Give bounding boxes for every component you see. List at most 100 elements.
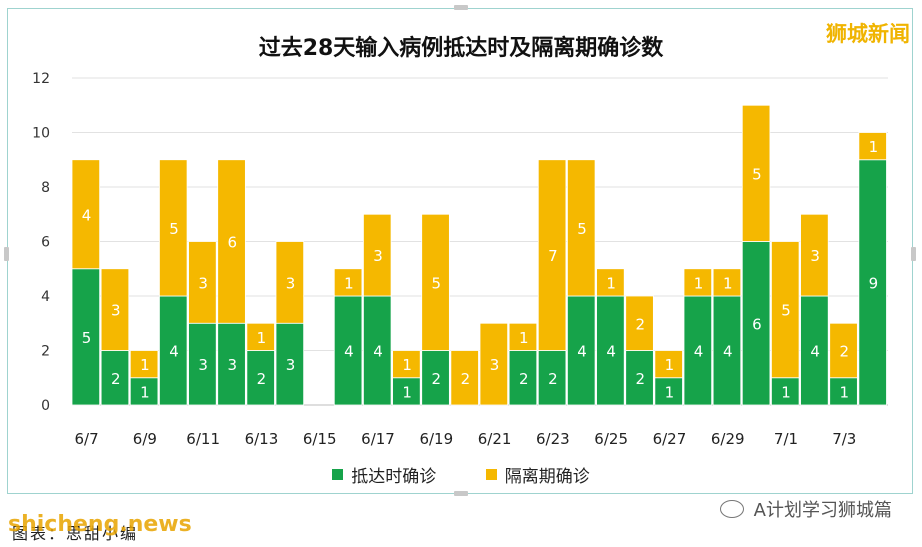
bar-quarantine — [363, 213, 392, 297]
data-label-quarantine: 1 — [694, 274, 704, 292]
y-tick-label: 10 — [32, 126, 50, 142]
data-label-quarantine: 1 — [869, 138, 879, 156]
resize-handle-top[interactable] — [454, 5, 468, 10]
data-label-arrival: 4 — [723, 343, 733, 361]
bar-arrival — [188, 322, 217, 406]
bar-quarantine — [71, 159, 101, 270]
x-tick-label: 7/1 — [774, 430, 798, 448]
resize-handle-left[interactable] — [4, 247, 9, 261]
bar-quarantine — [159, 159, 188, 297]
bar-arrival — [421, 350, 450, 406]
channel-name: A计划学习狮城篇 — [753, 500, 892, 521]
bar-quarantine — [596, 268, 625, 297]
bar-arrival — [829, 377, 858, 406]
data-label-quarantine: 1 — [519, 329, 529, 347]
bar-arrival — [217, 322, 246, 406]
bar-quarantine — [858, 132, 887, 161]
legend: 抵达时确诊 隔离期确诊 — [0, 462, 922, 487]
y-tick-label: 4 — [41, 289, 50, 305]
chart-title: 过去28天输入病例抵达时及隔离期确诊数 — [258, 36, 664, 61]
data-label-quarantine: 5 — [577, 220, 587, 238]
x-tick-label: 6/7 — [75, 430, 99, 448]
data-label-quarantine: 1 — [606, 274, 616, 292]
bar-quarantine — [771, 241, 800, 379]
data-label-quarantine: 3 — [286, 274, 296, 292]
data-label-quarantine: 2 — [636, 315, 646, 333]
data-label-arrival: 2 — [432, 370, 442, 388]
bar-quarantine — [421, 213, 450, 351]
x-tick-label: 6/25 — [594, 430, 628, 448]
resize-handle-right[interactable] — [911, 247, 916, 261]
channel-credit: A计划学习狮城篇 — [719, 496, 892, 522]
bar-arrival — [567, 295, 596, 406]
watermark: 狮城新闻 — [826, 22, 910, 46]
data-label-arrival: 2 — [548, 370, 558, 388]
data-label-arrival: 3 — [198, 356, 208, 374]
x-tick-label: 6/19 — [419, 430, 453, 448]
data-label-arrival: 1 — [665, 383, 675, 401]
data-label-quarantine: 2 — [840, 343, 850, 361]
y-tick-label: 8 — [41, 180, 50, 196]
bar-arrival — [654, 377, 683, 406]
bar-quarantine — [246, 322, 275, 351]
site-watermark: shicheng.news — [8, 512, 192, 537]
bar-arrival — [683, 295, 713, 406]
data-label-quarantine: 1 — [665, 356, 675, 374]
x-tick-label: 6/11 — [186, 430, 220, 448]
bar-arrival — [508, 350, 538, 406]
bar-quarantine — [479, 322, 509, 406]
data-label-quarantine: 3 — [810, 247, 820, 265]
data-label-quarantine: 4 — [82, 206, 92, 224]
x-tick-label: 6/21 — [478, 430, 512, 448]
data-label-arrival: 4 — [169, 343, 179, 361]
data-label-arrival: 6 — [752, 315, 762, 333]
bar-quarantine — [537, 159, 567, 351]
data-label-arrival: 2 — [519, 370, 529, 388]
data-label-quarantine: 2 — [461, 370, 471, 388]
bar-quarantine — [625, 295, 654, 351]
stacked-bar-chart: 0246810125423114533362133414311252321274… — [32, 71, 888, 448]
bar-arrival — [741, 241, 771, 406]
bar-quarantine — [829, 322, 858, 379]
data-label-quarantine: 1 — [723, 274, 733, 292]
y-tick-label: 6 — [41, 235, 50, 251]
legend-item-quarantine: 隔离期确诊 — [485, 462, 590, 487]
y-tick-label: 12 — [32, 71, 50, 87]
data-label-quarantine: 3 — [198, 274, 208, 292]
x-tick-label: 6/17 — [361, 430, 395, 448]
bar-quarantine — [800, 213, 829, 297]
data-label-arrival: 3 — [228, 356, 238, 374]
data-label-arrival: 4 — [810, 343, 820, 361]
wechat-icon — [719, 500, 744, 518]
data-label-arrival: 4 — [373, 343, 383, 361]
data-label-quarantine: 1 — [257, 329, 267, 347]
bar-quarantine — [217, 159, 246, 324]
x-tick-label: 6/15 — [303, 430, 337, 448]
x-tick-label: 6/9 — [133, 430, 157, 448]
legend-label-quarantine: 隔离期确诊 — [504, 467, 590, 487]
data-label-arrival: 1 — [140, 383, 150, 401]
bar-arrival — [246, 350, 275, 406]
bar-arrival — [858, 159, 887, 406]
bar-quarantine — [654, 350, 683, 379]
data-label-arrival: 5 — [82, 329, 92, 347]
bar-arrival — [392, 377, 421, 406]
data-label-quarantine: 1 — [402, 356, 412, 374]
data-label-arrival: 4 — [344, 343, 354, 361]
x-tick-label: 6/27 — [653, 430, 687, 448]
x-tick-label: 7/3 — [832, 430, 856, 448]
bar-quarantine — [508, 322, 538, 351]
resize-handle-bottom[interactable] — [454, 491, 468, 496]
x-tick-label: 6/23 — [536, 430, 570, 448]
data-label-arrival: 1 — [840, 383, 850, 401]
data-label-quarantine: 3 — [373, 247, 383, 265]
bar-arrival — [333, 295, 363, 406]
data-label-quarantine: 7 — [548, 247, 558, 265]
legend-label-arrival: 抵达时确诊 — [351, 467, 437, 487]
data-label-quarantine: 5 — [752, 165, 762, 183]
data-label-arrival: 4 — [606, 343, 616, 361]
bar-arrival — [71, 268, 101, 406]
data-label-quarantine: 5 — [169, 220, 179, 238]
data-label-quarantine: 1 — [140, 356, 150, 374]
data-label-quarantine: 6 — [228, 234, 238, 252]
